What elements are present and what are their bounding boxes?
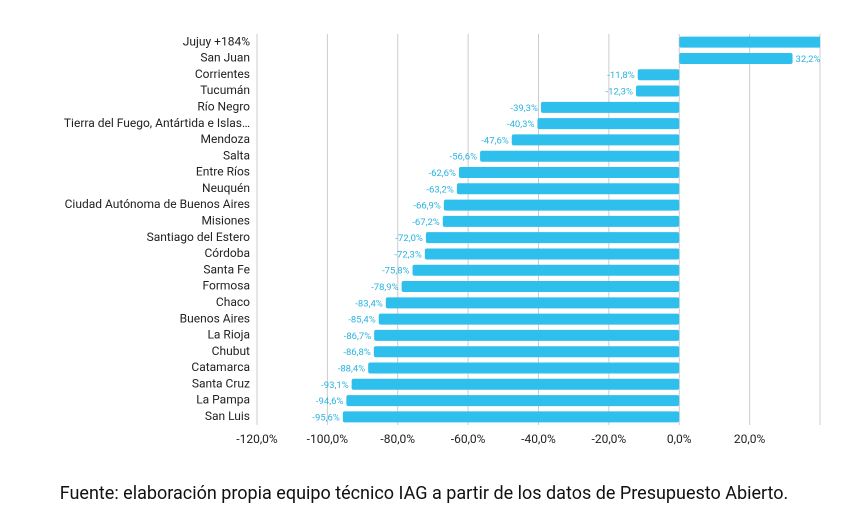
- category-label: La Rioja: [207, 328, 250, 342]
- category-label: Formosa: [202, 279, 250, 293]
- bar: [442, 215, 680, 227]
- category-label: Córdoba: [205, 246, 251, 260]
- category-label: Jujuy +184%: [183, 34, 250, 48]
- value-label: -66,9%: [413, 201, 441, 212]
- bar: [385, 297, 680, 309]
- value-label: -88,4%: [338, 363, 366, 374]
- bar: [368, 362, 680, 374]
- grid: [256, 34, 821, 425]
- labels: -120,0% -100,0% -80,0% -60,0% -40,0% -20,0% 0,…: [64, 34, 821, 446]
- x-tick-label: -120,0%: [236, 432, 278, 446]
- category-label: Santa Cruz: [192, 376, 250, 390]
- bar: [679, 52, 793, 64]
- bar: [351, 378, 680, 390]
- value-label: -72,3%: [394, 249, 422, 260]
- category-label: Tierra del Fuego, Antártida e Islas…: [64, 116, 250, 130]
- value-label: -85,4%: [348, 315, 376, 326]
- category-label: Buenos Aires: [180, 311, 250, 325]
- x-tick-label: 0,0%: [667, 432, 692, 446]
- value-label: -40,3%: [507, 119, 535, 130]
- bar: [346, 395, 680, 407]
- bar: [378, 313, 680, 325]
- value-label: -75,8%: [382, 266, 410, 277]
- category-label: San Juan: [200, 51, 250, 65]
- category-label: Entre Ríos: [196, 165, 250, 179]
- bar: [537, 118, 680, 130]
- value-label: -56,6%: [450, 152, 478, 163]
- bar: [425, 232, 680, 244]
- bar: [456, 183, 680, 195]
- category-label: Neuquén: [202, 181, 250, 195]
- category-label: Mendoza: [201, 132, 250, 146]
- value-label: -93,1%: [321, 380, 349, 391]
- category-label: Catamarca: [191, 360, 250, 374]
- category-label: Tucumán: [200, 83, 250, 97]
- category-label: Río Negro: [197, 99, 250, 113]
- value-label: -78,9%: [371, 282, 399, 293]
- category-label: Salta: [223, 148, 250, 162]
- value-label: -11,8%: [607, 70, 635, 81]
- category-label: Chubut: [212, 344, 250, 358]
- bar: [511, 134, 680, 146]
- value-label: -94,6%: [316, 396, 344, 407]
- bar: [443, 199, 680, 211]
- value-label: -67,2%: [412, 217, 440, 228]
- value-label: -47,6%: [481, 135, 509, 146]
- bars: [342, 36, 820, 423]
- x-tick-label: -40,0%: [521, 432, 556, 446]
- value-label: -83,4%: [355, 298, 383, 309]
- value-label: -86,8%: [343, 347, 371, 358]
- bar: [679, 36, 820, 48]
- x-tick-label: -60,0%: [451, 432, 486, 446]
- category-label: La Pampa: [196, 393, 250, 407]
- value-label: -72,0%: [395, 233, 423, 244]
- category-label: Ciudad Autónoma de Buenos Aires: [65, 197, 250, 211]
- value-label: -12,3%: [605, 87, 633, 98]
- bar: [480, 150, 680, 162]
- category-label: Santiago del Estero: [147, 230, 250, 244]
- category-label: Santa Fe: [203, 262, 250, 276]
- value-label: -86,7%: [344, 331, 372, 342]
- bar: [374, 329, 680, 341]
- bar: [342, 411, 680, 423]
- bar: [635, 85, 680, 97]
- value-label: 32,2%: [796, 54, 821, 65]
- bar: [401, 281, 680, 293]
- value-label: -95,6%: [312, 412, 340, 423]
- value-label: -63,2%: [426, 184, 454, 195]
- value-label: -62,6%: [428, 168, 456, 179]
- bar: [412, 264, 680, 276]
- bar: [637, 69, 680, 81]
- x-tick-label: -20,0%: [592, 432, 627, 446]
- value-label: -39,3%: [510, 103, 538, 114]
- x-tick-label: -80,0%: [380, 432, 415, 446]
- category-label: Chaco: [216, 295, 250, 309]
- category-label: Misiones: [201, 214, 250, 228]
- caption: Fuente: elaboración propia equipo técnic…: [60, 483, 789, 504]
- x-tick-label: -100,0%: [307, 432, 349, 446]
- bar: [373, 346, 680, 358]
- category-label: Corrientes: [195, 67, 250, 81]
- category-label: San Luis: [205, 409, 250, 423]
- bar: [458, 166, 680, 178]
- bar: [540, 101, 680, 113]
- bar: [424, 248, 680, 260]
- x-tick-label: 20,0%: [734, 432, 766, 446]
